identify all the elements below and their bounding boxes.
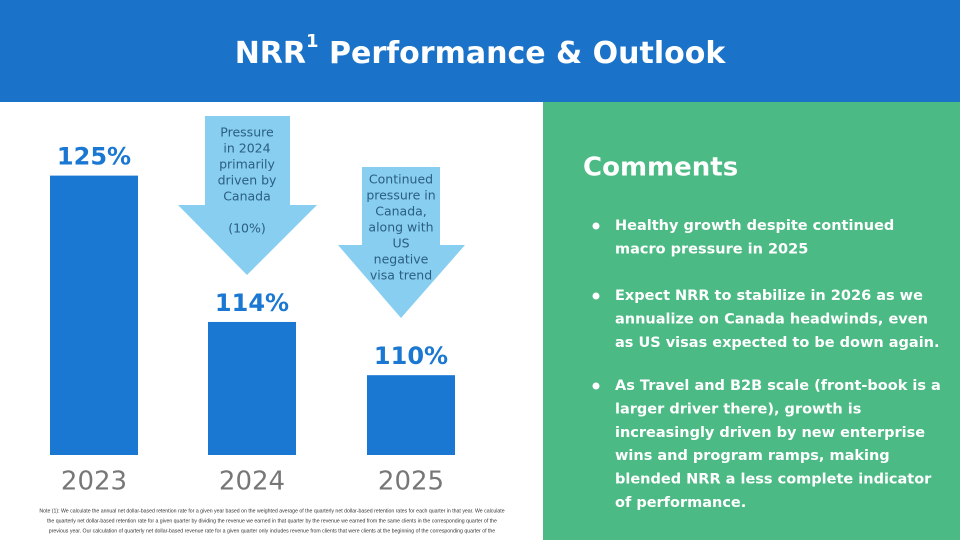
bar <box>367 375 455 455</box>
footnote: Note (1): We calculate the annual net do… <box>39 508 504 514</box>
annotation-text: primarily <box>219 157 275 172</box>
comment-text: As Travel and B2B scale (front-book is a <box>615 378 941 394</box>
comment-text: of performance. <box>615 495 746 511</box>
comments-panel <box>543 102 960 540</box>
value-label: 125% <box>57 143 131 171</box>
header-band <box>0 0 960 102</box>
annotation-text: driven by <box>218 173 277 188</box>
annotation-text: Canada <box>223 189 271 204</box>
comment-text: annualize on Canada headwinds, even <box>615 311 928 327</box>
comment-text: larger driver there), growth is <box>615 401 861 417</box>
bar <box>208 321 296 455</box>
bullet <box>592 292 600 300</box>
annotation-text: Continued <box>369 172 433 187</box>
comment-text: blended NRR a less complete indicator <box>615 472 932 488</box>
comment-text: Healthy growth despite continued <box>615 218 894 234</box>
x-tick-label: 2025 <box>378 467 444 497</box>
x-tick-label: 2023 <box>61 467 127 497</box>
value-label: 110% <box>374 342 448 370</box>
comments-title: Comments <box>583 153 738 183</box>
chart-title: NRR1 Performance & Outlook <box>235 31 727 71</box>
annotation-text: pressure in <box>366 188 435 203</box>
comment-text: macro pressure in 2025 <box>615 241 808 257</box>
annotation-text: negative <box>374 252 429 267</box>
annotation-text: along with <box>368 220 433 235</box>
comment-text: wins and program ramps, making <box>615 448 890 464</box>
comment-text: Expect NRR to stabilize in 2026 as we <box>615 288 923 304</box>
arrow <box>178 116 317 275</box>
arrow <box>338 167 465 318</box>
annotation-text: visa trend <box>370 268 432 283</box>
annotation-text: Canada, <box>375 204 427 219</box>
annotation-text: in 2024 <box>223 141 270 156</box>
annotation-note: (10%) <box>228 221 266 236</box>
title-superscript: 1 <box>306 31 319 52</box>
bar <box>50 175 138 455</box>
bullet <box>592 222 600 230</box>
comment-text: increasingly driven by new enterprise <box>615 425 925 441</box>
annotation-text: Pressure <box>220 125 274 140</box>
value-label: 114% <box>215 289 289 317</box>
footnote: previous year. Our calculation of quarte… <box>49 528 495 534</box>
footnote: the quarterly net dollar-based retention… <box>47 518 497 524</box>
x-tick-label: 2024 <box>219 467 285 497</box>
bullet <box>592 382 600 390</box>
comment-text: as US visas expected to be down again. <box>615 335 940 351</box>
title-text: NRR <box>235 36 306 71</box>
title-text: Performance & Outlook <box>319 36 727 71</box>
annotation-text: US <box>392 236 409 251</box>
